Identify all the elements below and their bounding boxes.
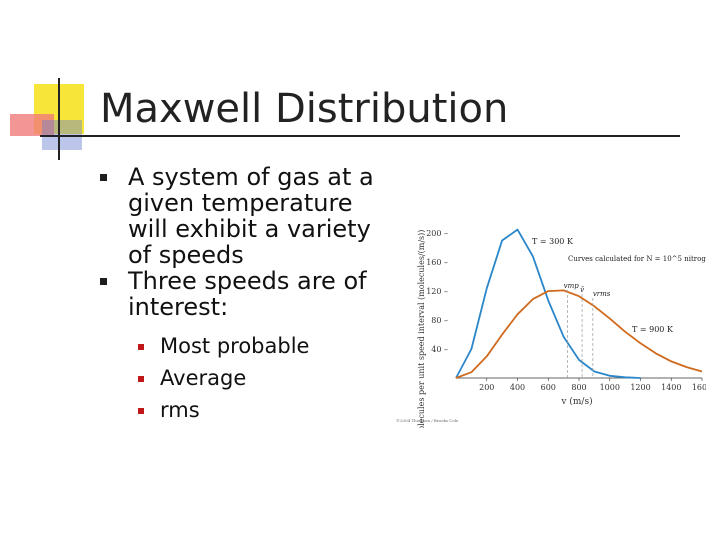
- bullet-list: A system of gas at a given temperature w…: [100, 164, 390, 426]
- x-axis-label: v (m/s): [560, 396, 592, 407]
- y-tick-label: 120 –: [426, 287, 448, 296]
- x-tick-label: 1000: [600, 383, 620, 392]
- chart-annotation: Curves calculated for N = 10^5 nitrogen …: [568, 255, 706, 263]
- x-tick-label: 1400: [661, 383, 681, 392]
- y-tick-label: 200 –: [426, 229, 448, 238]
- maxwell-speed-chart: Nv, number of molecules per unit speed i…: [396, 228, 706, 428]
- bullet-item: Three speeds are of interest:: [100, 268, 390, 320]
- slide-title: Maxwell Distribution: [100, 86, 509, 132]
- sub-bullet-square-icon: [138, 376, 144, 382]
- sub-bullet-text: Most probable: [160, 334, 310, 358]
- y-tick-label: 160 –: [426, 258, 448, 267]
- x-tick-label: 600: [541, 383, 556, 392]
- x-tick-label: 400: [510, 383, 525, 392]
- sub-bullet-item: rms: [138, 394, 390, 426]
- bullet-square-icon: [100, 174, 107, 181]
- sub-bullet-square-icon: [138, 408, 144, 414]
- y-tick-label: 80 –: [431, 316, 448, 325]
- sub-bullet-text: Average: [160, 366, 247, 390]
- sub-bullet-item: Average: [138, 362, 390, 394]
- decor-red-square: [10, 114, 54, 136]
- sub-bullet-list: Most probable Average rms: [100, 330, 390, 426]
- bullet-text: A system of gas at a given temperature w…: [128, 163, 374, 269]
- sub-bullet-text: rms: [160, 398, 200, 422]
- sub-bullet-item: Most probable: [138, 330, 390, 362]
- speed-marker-label: vmp: [564, 282, 580, 290]
- series-line-0: [455, 228, 641, 379]
- title-underline: [40, 135, 680, 137]
- x-tick-label: 200: [479, 383, 494, 392]
- speed-marker-label: v̄: [580, 286, 584, 294]
- bullet-text: Three speeds are of interest:: [128, 267, 367, 321]
- sub-bullet-square-icon: [138, 344, 144, 350]
- speed-marker-label: vrms: [593, 290, 611, 298]
- bullet-square-icon: [100, 278, 107, 285]
- decor-vertical-line: [58, 78, 60, 160]
- x-tick-label: 1600: [692, 383, 706, 392]
- series-label-t300: T = 300 K: [532, 237, 574, 246]
- y-tick-label: 40 –: [431, 345, 448, 354]
- chart-marks: 40 – 80 – 120 – 160 – 200 – 200 400 600 800 1000 1…: [426, 228, 706, 392]
- x-tick-label: 800: [571, 383, 586, 392]
- x-tick-label: 1200: [630, 383, 650, 392]
- series-line-1: [455, 289, 703, 379]
- series-label-t900: T = 900 K: [632, 325, 674, 334]
- chart-credit: ©2004 Thomson / Brooks Cole: [396, 418, 459, 423]
- bullet-item: A system of gas at a given temperature w…: [100, 164, 390, 268]
- y-axis-label: Nv, number of molecules per unit speed i…: [417, 230, 426, 428]
